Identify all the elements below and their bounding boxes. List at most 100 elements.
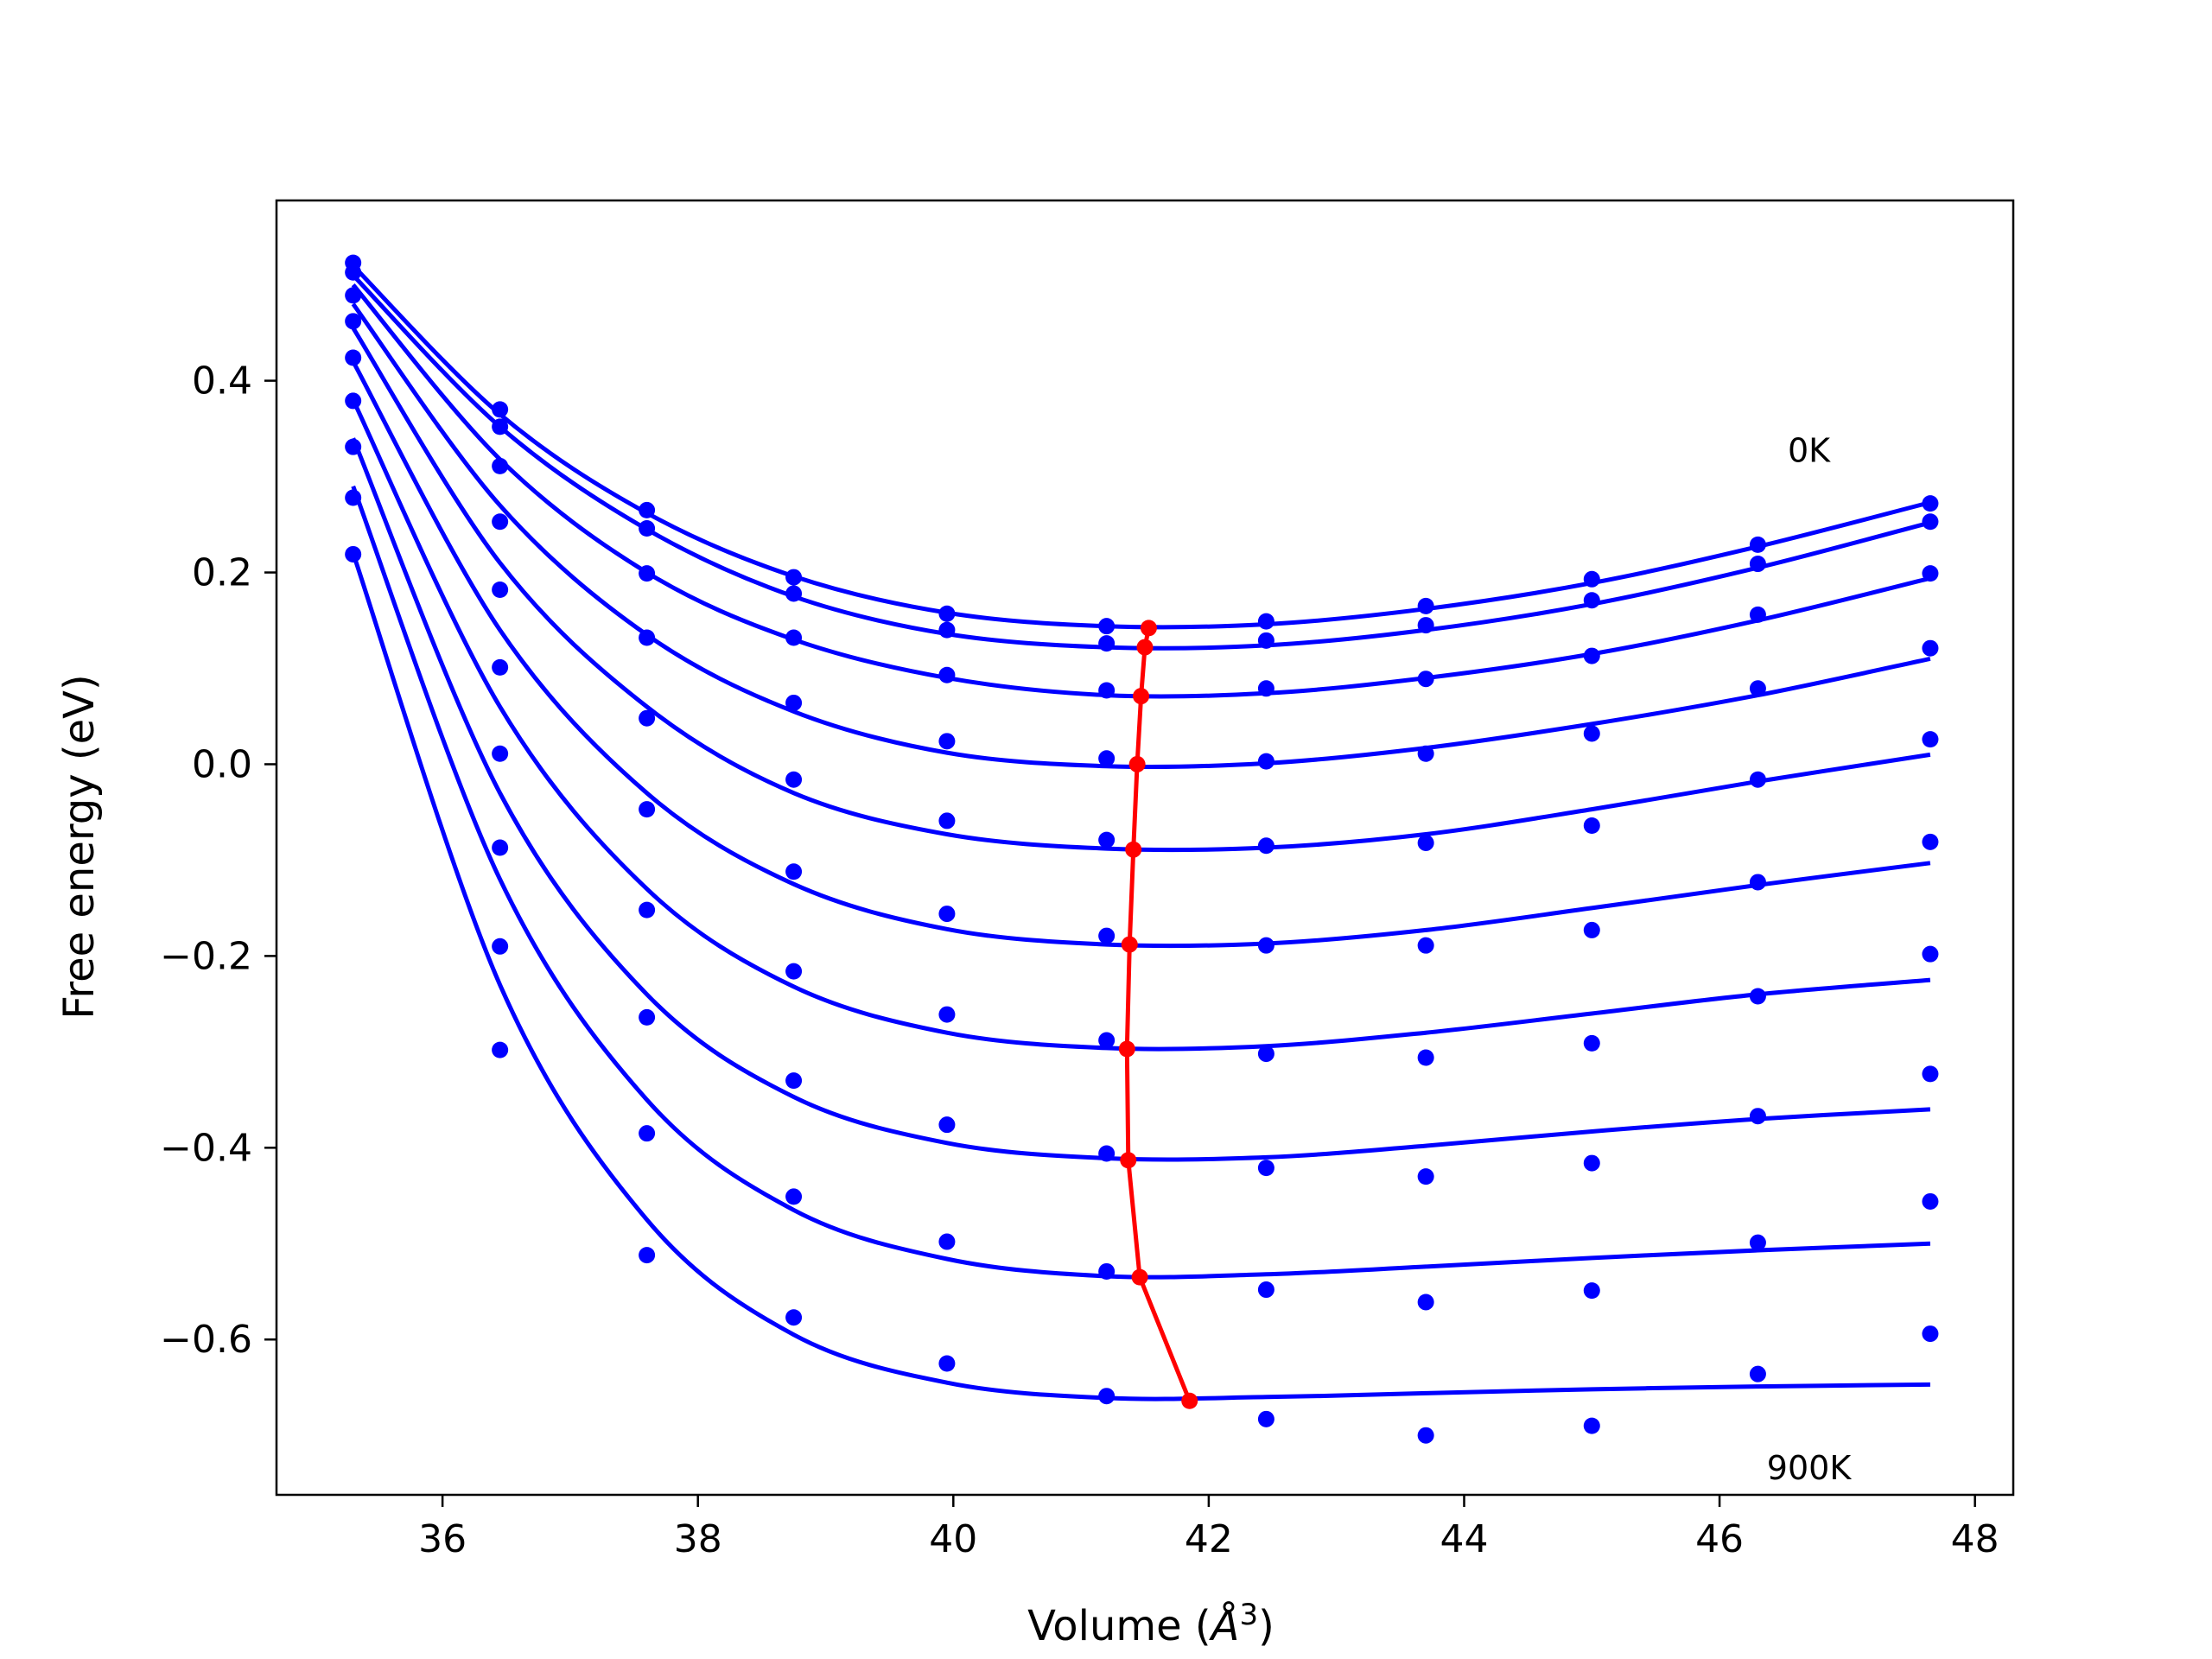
data-point [1098, 750, 1116, 767]
data-point [938, 1006, 956, 1023]
data-point [785, 863, 803, 880]
data-point [1098, 618, 1116, 635]
minimum-point [1181, 1392, 1198, 1409]
data-point [1583, 1034, 1600, 1052]
data-point [938, 666, 956, 683]
data-point [1922, 639, 1939, 657]
data-point [938, 1116, 956, 1134]
data-point [1922, 1325, 1939, 1343]
data-point [1583, 570, 1600, 588]
minimum-point [1125, 841, 1142, 858]
data-point [1098, 1145, 1116, 1162]
data-point [785, 1072, 803, 1090]
data-point [639, 1247, 656, 1264]
x-axis-label-close: ) [1258, 1602, 1274, 1650]
data-point [639, 1125, 656, 1142]
data-point [639, 709, 656, 727]
data-point [639, 1008, 656, 1026]
y-tick-label: 0.2 [192, 551, 252, 595]
data-point [1257, 1160, 1274, 1177]
data-point [1922, 945, 1939, 963]
data-point [938, 906, 956, 923]
data-point [1098, 1262, 1116, 1280]
data-point [1583, 725, 1600, 742]
x-axis-label-exponent: 3 [1239, 1598, 1258, 1632]
minimum-point [1118, 1040, 1135, 1058]
data-point [1098, 635, 1116, 652]
data-point [785, 629, 803, 646]
data-point [1922, 1065, 1939, 1083]
data-point [1583, 647, 1600, 664]
data-point [1749, 988, 1766, 1005]
data-point [1257, 613, 1274, 630]
y-tick-label: −0.6 [160, 1318, 252, 1362]
y-tick-label: −0.2 [160, 934, 252, 978]
fit-curve [351, 552, 1930, 1402]
data-point [1417, 671, 1434, 688]
data-point [492, 745, 509, 762]
annotation-900k: 900K [1767, 1449, 1853, 1487]
data-point [1749, 606, 1766, 623]
axes-frame [275, 199, 2015, 1497]
data-point [1749, 556, 1766, 573]
fit-curve [351, 485, 1930, 1280]
data-point [345, 349, 362, 366]
y-tick-label: −0.4 [160, 1126, 252, 1170]
data-point [1749, 1108, 1766, 1125]
data-point [492, 938, 509, 955]
minimum-point [1140, 620, 1157, 637]
x-tick-label: 40 [929, 1517, 977, 1561]
data-point [1257, 753, 1274, 770]
minimum-point [1133, 688, 1150, 705]
x-tick-label: 42 [1185, 1517, 1233, 1561]
data-point [1417, 834, 1434, 851]
data-point [1417, 1168, 1434, 1185]
data-point [639, 901, 656, 918]
data-point [1257, 1281, 1274, 1299]
data-point [1922, 513, 1939, 531]
data-point [785, 1309, 803, 1326]
data-point [1749, 874, 1766, 891]
data-point [1417, 1427, 1434, 1444]
data-point [492, 1041, 509, 1058]
minimum-point [1120, 1152, 1137, 1169]
data-point [639, 801, 656, 818]
fit-curve [351, 327, 1931, 853]
data-point [1922, 731, 1939, 748]
data-point [639, 519, 656, 537]
x-axis-label-unit: Å [1209, 1601, 1240, 1650]
data-point [1257, 680, 1274, 697]
data-point [785, 771, 803, 788]
data-point [1417, 745, 1434, 762]
data-point [1749, 536, 1766, 553]
data-point [1583, 1282, 1600, 1300]
x-tick-label: 44 [1440, 1517, 1488, 1561]
data-point [1098, 682, 1116, 699]
data-point [492, 582, 509, 599]
data-point [1749, 1365, 1766, 1382]
data-point [1417, 1049, 1434, 1066]
data-point [1257, 632, 1274, 649]
data-point [938, 733, 956, 750]
minimum-point [1121, 936, 1138, 953]
data-point [1749, 771, 1766, 788]
data-point [639, 565, 656, 582]
minimum-path-line [1124, 627, 1192, 1402]
data-point [785, 569, 803, 586]
x-tick-label: 36 [418, 1517, 467, 1561]
data-point [345, 287, 362, 304]
data-point [492, 658, 509, 676]
data-point [785, 585, 803, 602]
data-point [785, 1188, 803, 1205]
data-point [938, 1233, 956, 1250]
data-point [639, 501, 656, 518]
minimum-point [1131, 1268, 1148, 1286]
data-point [1417, 937, 1434, 954]
data-point [938, 812, 956, 830]
data-point [345, 264, 362, 281]
minimum-point [1128, 755, 1146, 772]
fit-curve [351, 302, 1931, 770]
data-point [1417, 1294, 1434, 1311]
